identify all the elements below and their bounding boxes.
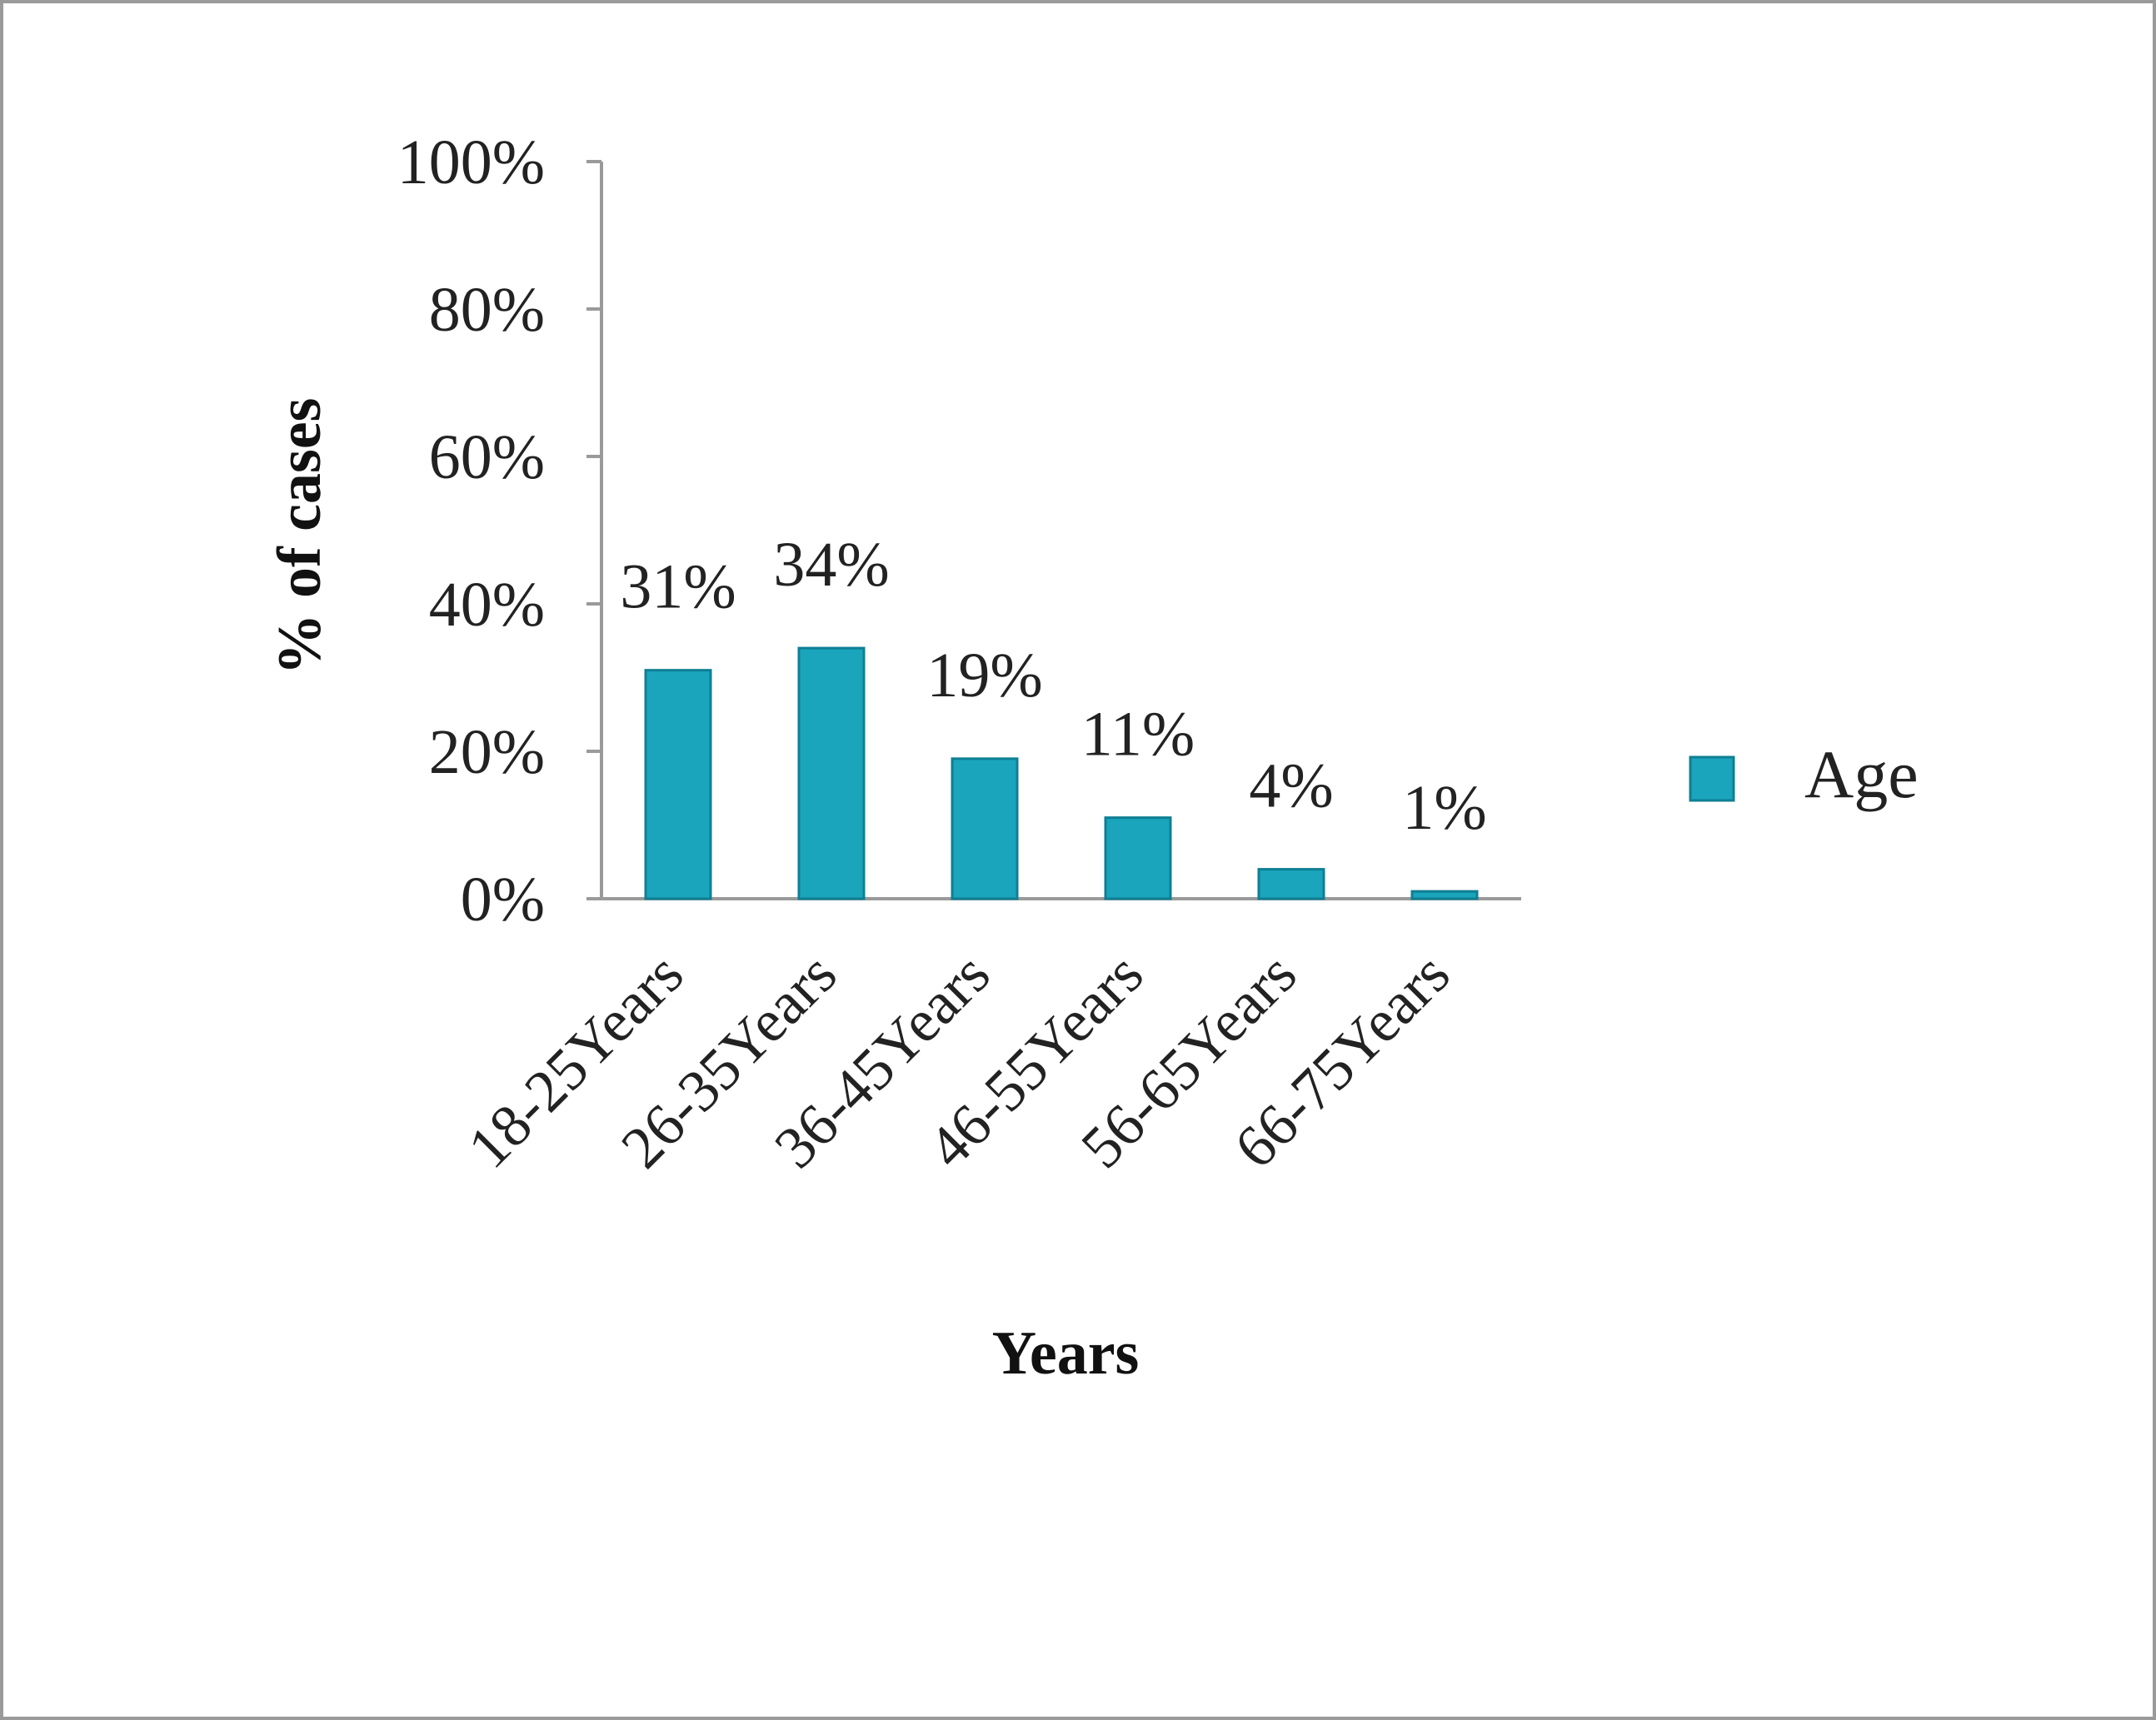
y-tick-label: 80% (429, 275, 545, 345)
data-label: 11% (1081, 700, 1195, 770)
legend-label-age: Age (1804, 736, 1919, 812)
bar-18-25Years (644, 669, 712, 900)
legend-swatch-age (1689, 755, 1735, 802)
data-label: 31% (620, 552, 736, 622)
y-tick-label: 60% (429, 422, 545, 492)
data-label: 4% (1249, 751, 1333, 821)
bar-36-45Years (951, 757, 1019, 900)
bar-66-75Years (1410, 890, 1479, 900)
bar-chart: 0% 20% 40% 60% 80% 100% 31% 34% 19% 11% 4% 1% 18-2… (266, 127, 1919, 1388)
y-tick-label: 0% (461, 865, 545, 935)
data-label: 34% (773, 530, 889, 600)
y-axis: 0% 20% 40% 60% 80% 100% (397, 127, 603, 935)
data-label: 1% (1402, 773, 1486, 843)
bar-56-65Years (1257, 868, 1325, 900)
y-tick-label: 20% (429, 717, 545, 787)
y-tick-label: 40% (429, 570, 545, 640)
data-label: 19% (926, 641, 1042, 710)
bars (644, 646, 1479, 900)
legend: Age (1689, 736, 1919, 812)
data-labels: 31% 34% 19% 11% 4% 1% (620, 530, 1486, 843)
y-axis-title: % of cases (266, 398, 334, 676)
bar-46-55Years (1104, 816, 1172, 900)
bar-26-35Years (797, 646, 866, 900)
x-axis-title: Years (992, 1319, 1140, 1388)
y-tick-label: 100% (397, 127, 545, 197)
category-labels: 18-25Years26-35Years36-45Years46-55Years… (455, 940, 1462, 1181)
